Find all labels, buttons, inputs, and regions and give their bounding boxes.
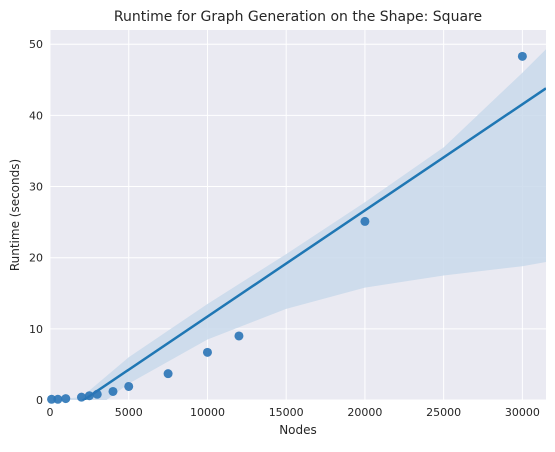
data-point	[53, 394, 63, 404]
data-point	[202, 347, 212, 357]
y-tick-label: 30	[29, 181, 43, 194]
y-tick-label: 20	[29, 252, 43, 265]
data-point	[76, 392, 86, 402]
y-axis-label: Runtime (seconds)	[8, 159, 22, 271]
confidence-band-layer	[50, 49, 546, 400]
data-points	[47, 51, 527, 404]
y-tick-labels: 0 10 20 30 40 50	[29, 38, 43, 407]
data-point	[234, 331, 244, 341]
data-point	[108, 386, 118, 396]
x-tick-label: 25000	[426, 406, 461, 419]
data-point	[517, 51, 527, 61]
data-point	[124, 381, 134, 391]
y-tick-label: 50	[29, 38, 43, 51]
data-point	[61, 394, 71, 404]
x-tick-label: 5000	[115, 406, 143, 419]
x-tick-labels: 0 5000 10000 15000 20000 25000 30000	[47, 406, 540, 419]
regression-line-layer	[81, 87, 546, 400]
data-point	[47, 394, 57, 404]
confidence-band	[50, 49, 546, 400]
x-tick-label: 0	[47, 406, 54, 419]
x-tick-label: 15000	[269, 406, 304, 419]
x-axis-label: Nodes	[279, 423, 317, 437]
data-point	[92, 389, 102, 399]
chart-title: Runtime for Graph Generation on the Shap…	[114, 9, 482, 25]
x-tick-label: 10000	[190, 406, 225, 419]
x-tick-label: 30000	[505, 406, 540, 419]
y-tick-label: 10	[29, 323, 43, 336]
y-tick-label: 40	[29, 109, 43, 122]
regression-line	[81, 87, 546, 400]
data-point	[360, 216, 370, 226]
y-tick-label: 0	[36, 394, 43, 407]
x-tick-label: 20000	[347, 406, 382, 419]
data-point	[163, 369, 173, 379]
data-point	[84, 391, 94, 401]
